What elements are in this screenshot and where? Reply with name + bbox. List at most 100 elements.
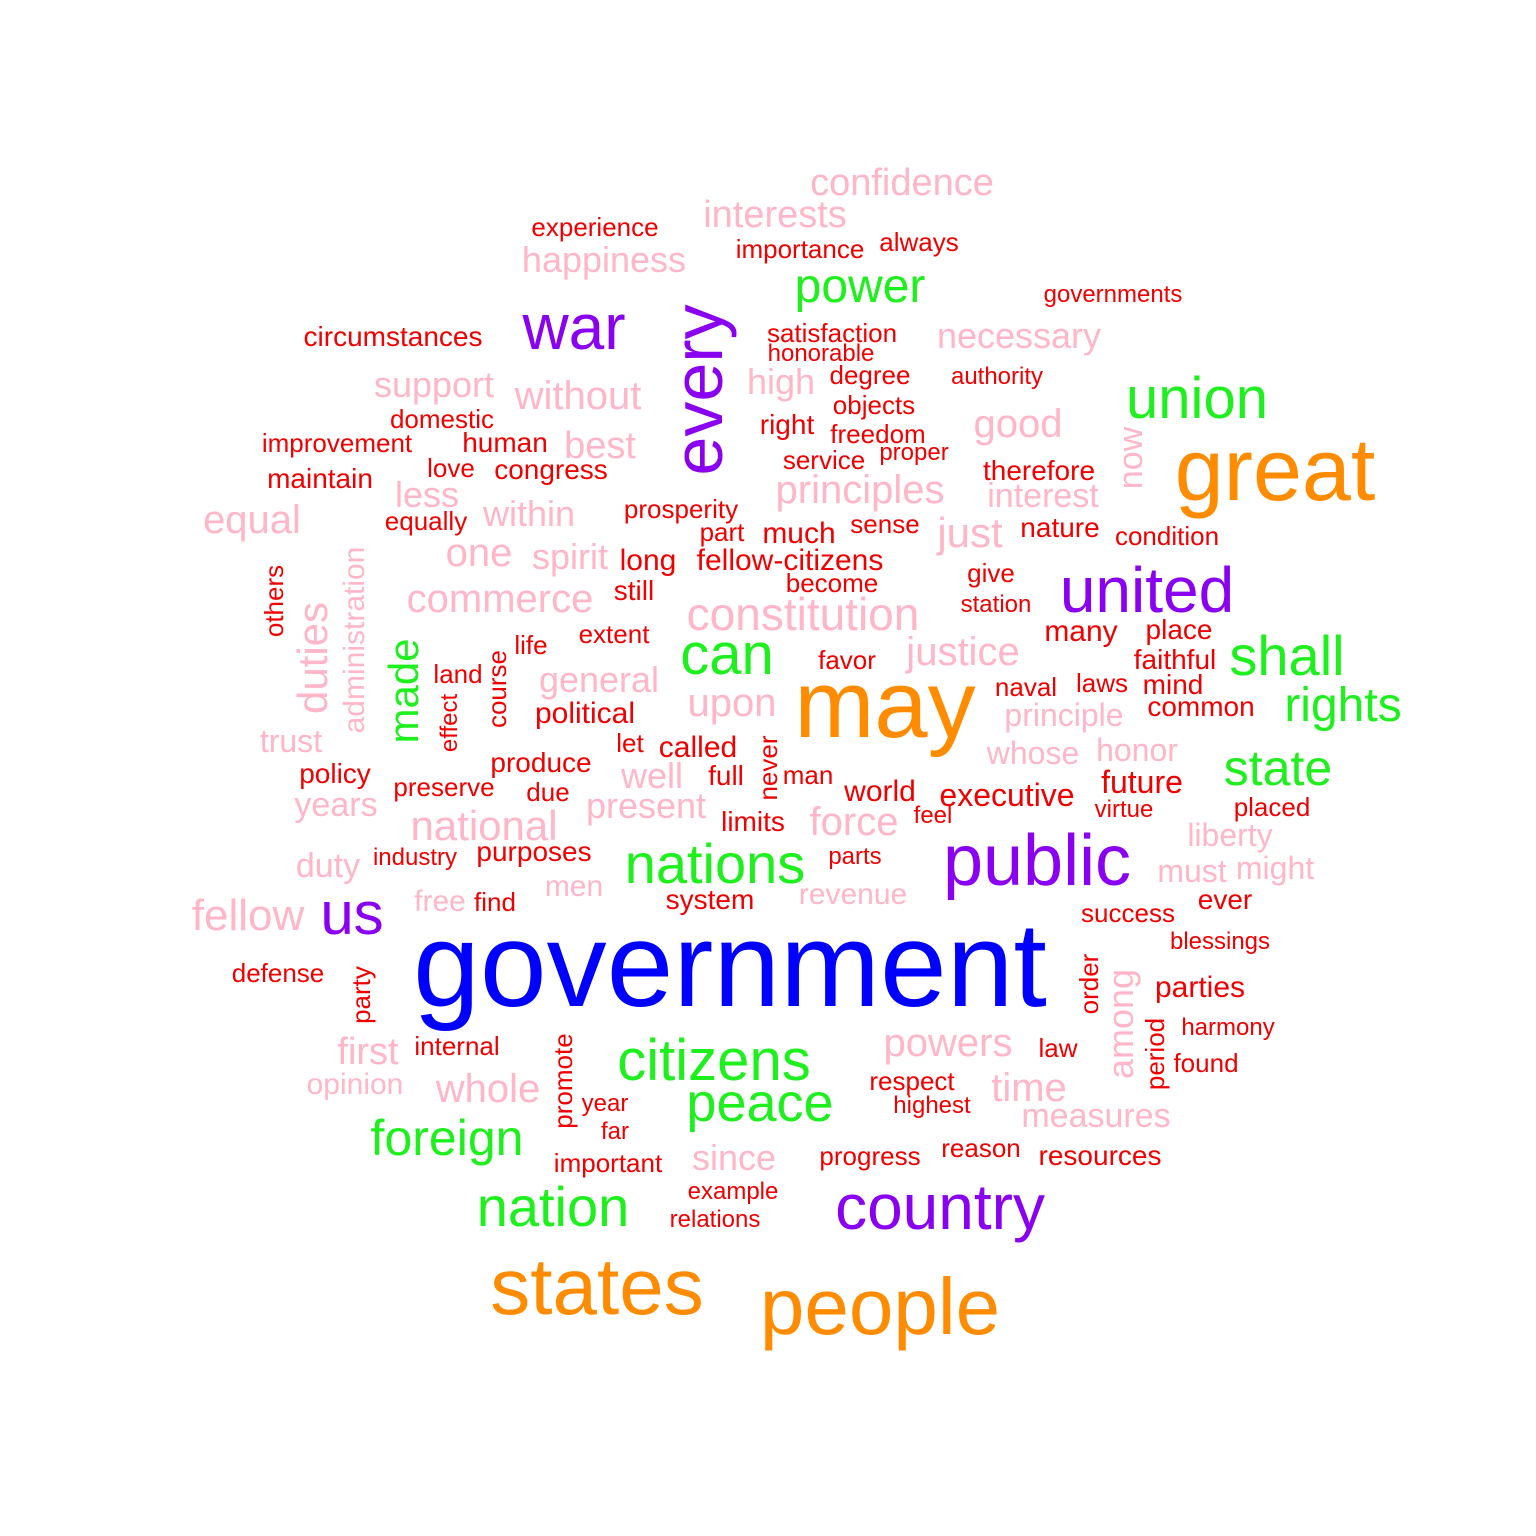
word-duty: duty	[295, 847, 361, 885]
word-necessary: necessary	[936, 315, 1102, 356]
word-can: can	[680, 622, 774, 687]
word-made: made	[380, 638, 427, 744]
word-reason: reason	[941, 1133, 1021, 1163]
word-men: men	[544, 870, 604, 903]
word-give: give	[967, 558, 1015, 588]
word-objects: objects	[832, 390, 916, 420]
word-best: best	[564, 425, 636, 467]
word-life: life	[514, 630, 548, 660]
word-power: power	[794, 260, 926, 313]
word-without: without	[514, 374, 642, 418]
word-peace: peace	[686, 1073, 834, 1133]
word-promote: promote	[548, 1033, 578, 1129]
word-important: important	[553, 1148, 663, 1178]
word-freedom: freedom	[830, 419, 926, 449]
word-union: union	[1126, 366, 1268, 431]
word-place: place	[1145, 614, 1213, 645]
word-principles: principles	[775, 468, 945, 512]
word-improvement: improvement	[261, 428, 413, 458]
word-domestic: domestic	[389, 404, 495, 434]
word-liberty: liberty	[1187, 817, 1273, 853]
word-sense: sense	[850, 509, 920, 539]
word-far: far	[600, 1118, 630, 1145]
word-purposes: purposes	[476, 836, 592, 867]
word-extent: extent	[578, 619, 650, 649]
word-others: others	[259, 564, 289, 638]
word-become: become	[785, 568, 879, 598]
word-prosperity: prosperity	[623, 494, 739, 524]
word-people: people	[759, 1262, 1001, 1351]
word-example: example	[687, 1178, 779, 1205]
word-less: less	[394, 474, 460, 515]
word-within: within	[482, 493, 576, 534]
word-one: one	[445, 531, 513, 575]
word-united: united	[1059, 554, 1235, 626]
word-respect: respect	[869, 1066, 955, 1096]
word-force: force	[809, 800, 899, 844]
word-national: national	[410, 802, 558, 849]
word-much: much	[762, 517, 836, 550]
word-executive: executive	[939, 777, 1075, 813]
word-support: support	[373, 364, 495, 405]
word-effect: effect	[436, 693, 463, 753]
word-parts: parts	[828, 843, 882, 870]
word-well: well	[620, 755, 684, 796]
word-satisfaction: satisfaction	[766, 318, 898, 348]
word-let: let	[616, 728, 644, 758]
word-rights: rights	[1284, 679, 1402, 732]
word-public: public	[942, 821, 1132, 901]
word-never: never	[753, 735, 783, 801]
word-degree: degree	[829, 360, 911, 390]
word-justice: justice	[906, 630, 1020, 674]
word-opinion: opinion	[306, 1068, 404, 1101]
word-system: system	[665, 884, 755, 915]
word-feel: feel	[913, 802, 953, 829]
word-happiness: happiness	[521, 239, 687, 280]
word-nature: nature	[1020, 512, 1100, 543]
word-year: year	[581, 1090, 629, 1117]
word-interest: interest	[987, 477, 1099, 515]
word-virtue: virtue	[1094, 796, 1154, 823]
word-present: present	[585, 785, 707, 826]
word-found: found	[1173, 1048, 1239, 1078]
word-might: might	[1235, 850, 1315, 886]
word-foreign: foreign	[370, 1110, 524, 1166]
word-therefore: therefore	[982, 455, 1096, 486]
word-circumstances: circumstances	[303, 321, 483, 352]
word-authority: authority	[950, 363, 1044, 390]
word-industry: industry	[372, 844, 458, 871]
word-spirit: spirit	[531, 536, 609, 577]
word-principle: principle	[1004, 697, 1124, 733]
word-long: long	[619, 544, 677, 577]
word-party: party	[346, 966, 376, 1024]
word-honor: honor	[1096, 732, 1178, 768]
word-full: full	[708, 760, 744, 791]
word-love: love	[427, 453, 475, 483]
word-proper: proper	[879, 439, 949, 466]
word-now: now	[1112, 426, 1150, 490]
word-laws: laws	[1075, 668, 1129, 698]
word-resources: resources	[1038, 1140, 1162, 1171]
word-citizens: citizens	[617, 1028, 811, 1093]
word-revenue: revenue	[798, 878, 908, 911]
word-constitution: constitution	[686, 588, 920, 640]
word-fellow: fellow	[191, 891, 305, 940]
word-importance: importance	[735, 234, 865, 264]
word-may: may	[794, 651, 976, 758]
word-success: success	[1081, 898, 1175, 928]
word-measures: measures	[1021, 1097, 1171, 1135]
word-ever: ever	[1197, 884, 1253, 915]
word-right: right	[759, 409, 815, 440]
word-among: among	[1100, 968, 1141, 1080]
word-harmony: harmony	[1181, 1014, 1275, 1041]
word-man: man	[782, 760, 834, 790]
word-mind: mind	[1142, 669, 1204, 700]
word-good: good	[973, 402, 1063, 446]
word-congress: congress	[494, 454, 608, 485]
word-upon: upon	[687, 681, 777, 725]
word-land: land	[433, 659, 483, 689]
word-honorable: honorable	[767, 340, 875, 367]
word-administration: administration	[338, 546, 371, 734]
word-still: still	[613, 575, 655, 606]
